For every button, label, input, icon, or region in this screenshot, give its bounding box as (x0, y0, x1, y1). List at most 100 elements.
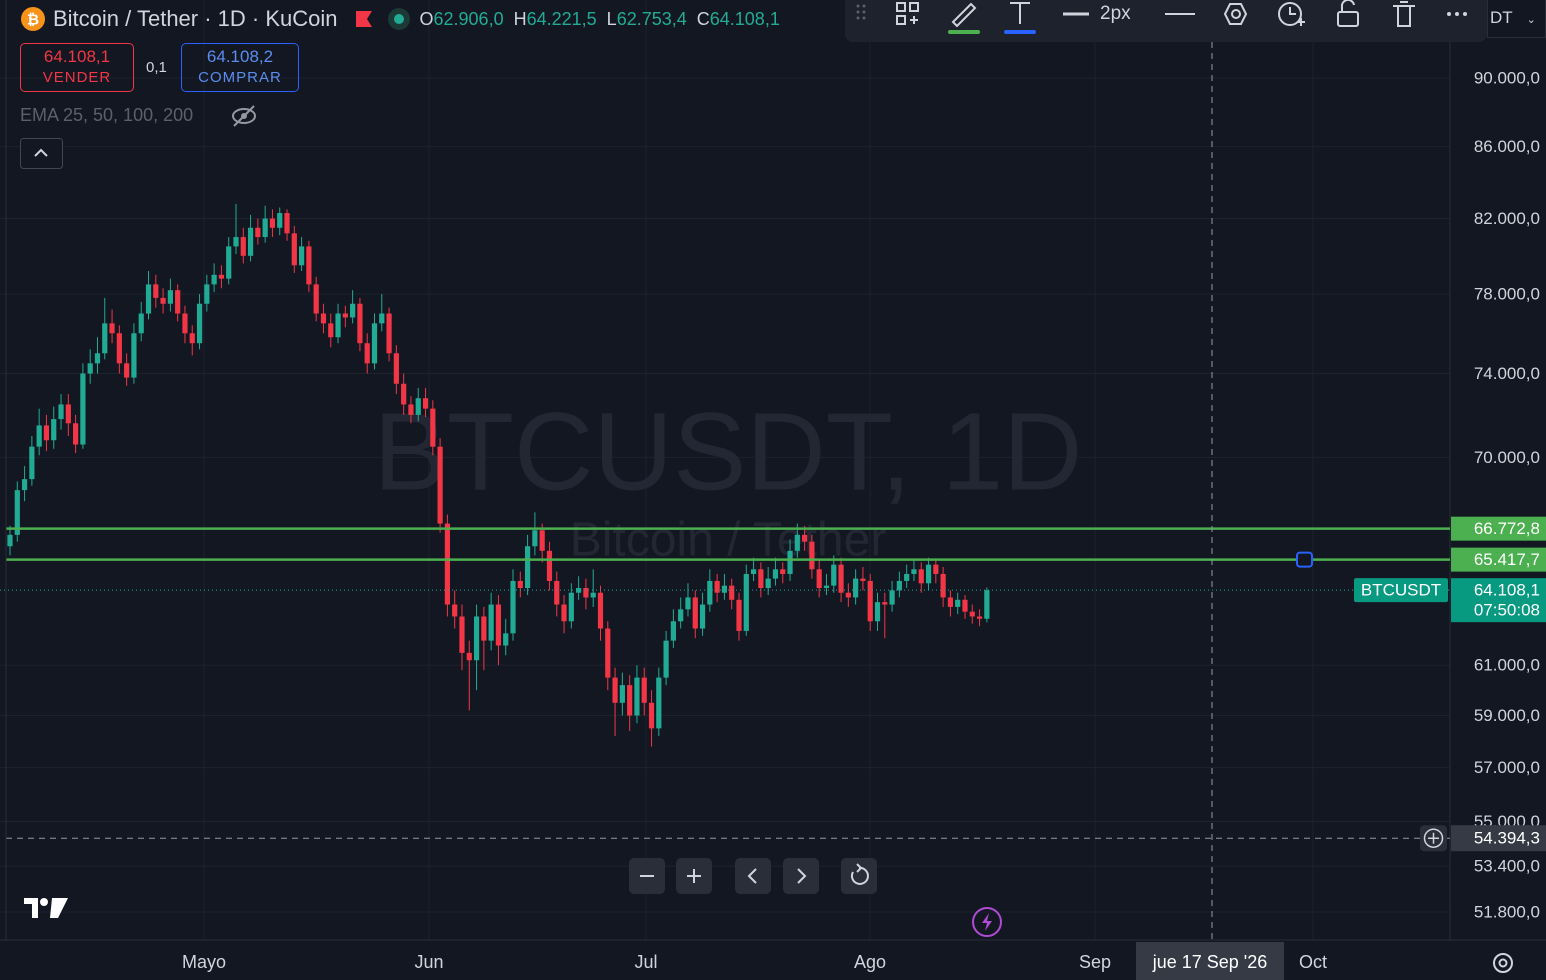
collapse-button[interactable] (20, 138, 63, 169)
candle-body (911, 569, 917, 574)
candle-body (495, 604, 502, 646)
symbol-header: ₿ Bitcoin / Tether · 1D · KuCoin O62.906… (20, 6, 780, 32)
settings-icon[interactable] (1490, 950, 1516, 976)
candle-body (328, 323, 334, 338)
candle-body (109, 323, 115, 334)
crosshair-date: jue 17 Sep '26 (1152, 952, 1268, 972)
candle-body (925, 564, 932, 584)
candle-body (896, 580, 902, 591)
candle-body (955, 599, 961, 607)
y-tick-label: 90.000,0 (1474, 69, 1540, 88)
candle-body (597, 592, 604, 629)
candle-body (444, 523, 450, 605)
buy-button[interactable]: 64.108,2 COMPRAR (181, 43, 299, 92)
candle-body (699, 604, 706, 629)
candle-body (524, 546, 531, 588)
candle-body (291, 233, 297, 266)
candle-body (517, 580, 523, 588)
candle-body (21, 479, 28, 491)
line-width[interactable]: 2px (1100, 3, 1131, 24)
y-tick-label: 78.000,0 (1474, 285, 1540, 304)
candle-body (393, 353, 399, 384)
candle-body (43, 425, 50, 441)
candle-body (962, 599, 968, 612)
candle-body (568, 592, 574, 622)
x-tick-label: Oct (1299, 952, 1327, 972)
candle-body (787, 550, 793, 574)
candle-body (175, 290, 181, 314)
y-tick-label: 57.000,0 (1474, 758, 1540, 777)
candle-body (29, 446, 35, 480)
crosshair-add-icon (1423, 828, 1444, 848)
candle-body (364, 343, 370, 364)
ohlc-item: C64.108,1 (697, 9, 780, 30)
y-tick-label: 53.400,0 (1474, 857, 1540, 876)
candle-body (561, 604, 567, 622)
candle-body (838, 564, 844, 593)
symbol-title[interactable]: Bitcoin / Tether · 1D · KuCoin (53, 6, 338, 31)
candle-body (590, 592, 596, 598)
candle-body (124, 363, 130, 378)
zoom-out[interactable] (629, 858, 665, 894)
candle-body (65, 404, 71, 424)
buy-label: COMPRAR (198, 69, 282, 86)
sell-button[interactable]: 64.108,1 VENDER (20, 43, 134, 92)
candle-body (58, 404, 64, 420)
scroll-right[interactable] (783, 858, 819, 894)
candle-body (641, 677, 647, 703)
candle-body (889, 590, 895, 605)
candle-body (255, 227, 261, 238)
candle-body (831, 564, 837, 586)
crosshair-price: 54.394,3 (1474, 829, 1540, 848)
sell-label: VENDER (42, 69, 112, 86)
candle-body (51, 419, 57, 441)
candle-body (284, 213, 290, 234)
candle-body (933, 564, 939, 574)
indicator-label[interactable]: EMA 25, 50, 100, 200 (20, 105, 194, 125)
spread: 0,1 (146, 59, 167, 76)
symbol-selector[interactable]: DT ⌄ (1487, 0, 1546, 38)
candle-body (415, 398, 421, 415)
candle-body (656, 677, 662, 729)
candle-body (750, 569, 757, 574)
candle-body (102, 323, 108, 354)
candle-body (743, 573, 749, 631)
x-tick-label: Jun (414, 952, 443, 972)
candle-body (707, 580, 713, 605)
symbol-tag-label: BTCUSDT (1361, 581, 1441, 600)
candle-body (466, 652, 472, 661)
reset-view[interactable] (841, 858, 877, 894)
symbol-tag (1354, 578, 1448, 603)
crosshair-price-tag (1451, 825, 1546, 852)
ohlc-value: 64.221,5 (526, 8, 597, 29)
btc-icon: ₿ (21, 7, 45, 31)
candle-body (277, 213, 283, 228)
candle-body (845, 592, 851, 598)
candle-body (714, 580, 720, 593)
candle-body (634, 677, 640, 716)
candle-body (772, 569, 779, 579)
zoom-in[interactable] (676, 858, 712, 894)
buy-price: 64.108,2 (206, 47, 274, 66)
candle-body (904, 573, 910, 581)
ohlc-legend: O62.906,0 H64.221,5 L62.753,4 C64.108,1 (412, 9, 780, 30)
y-tick-label: 82.000,0 (1474, 209, 1540, 228)
candle-body (36, 425, 42, 447)
candle-body (802, 534, 808, 542)
x-tick-label: Sep (1079, 952, 1111, 972)
candle-body (350, 303, 356, 318)
symbol-partial: DT (1490, 8, 1513, 27)
flag-icon[interactable] (354, 9, 374, 29)
sell-price: 64.108,1 (43, 47, 111, 66)
line-handle (1296, 551, 1313, 568)
candle-body (619, 685, 625, 703)
hide-icon[interactable] (230, 104, 258, 128)
price-line-tag (1451, 547, 1546, 572)
candle-body (299, 246, 305, 266)
scroll-left[interactable] (735, 858, 771, 894)
y-tick-label: 61.000,0 (1474, 656, 1540, 675)
grid (0, 0, 1450, 940)
tv-logo (24, 898, 68, 918)
alert-icon[interactable] (971, 906, 1003, 938)
